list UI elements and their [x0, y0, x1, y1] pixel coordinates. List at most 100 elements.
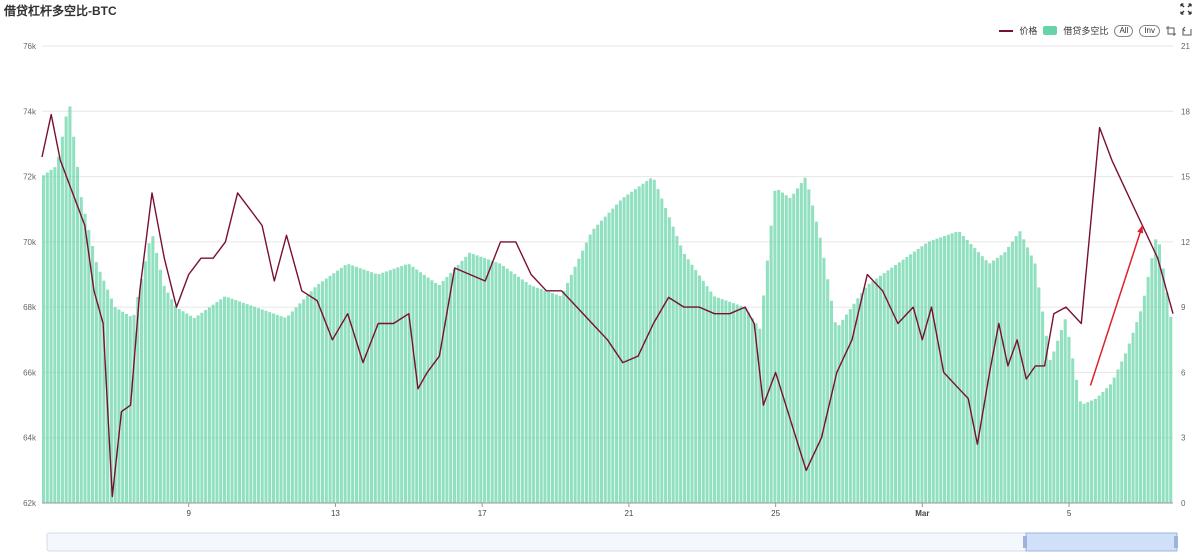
ratio-bar — [468, 252, 472, 503]
ratio-bar — [543, 290, 547, 503]
ratio-bar — [490, 260, 494, 503]
y-left-tick-label: 72k — [23, 173, 37, 182]
inverse-button[interactable]: Inv — [1139, 24, 1160, 37]
ratio-bar — [671, 226, 675, 503]
legend-price-label[interactable]: 价格 — [1019, 26, 1038, 36]
ratio-bar — [882, 273, 886, 503]
legend-ratio-swatch[interactable] — [1043, 26, 1058, 35]
y-right-tick-label: 21 — [1181, 42, 1190, 51]
arrow-shaft — [1089, 225, 1144, 386]
expand-icon[interactable] — [1180, 3, 1192, 15]
x-tick-label: 17 — [478, 509, 487, 518]
ratio-bar — [976, 252, 981, 503]
ratio-bar — [486, 259, 490, 503]
ratio-bar — [845, 314, 849, 503]
ratio-bar — [992, 260, 996, 503]
ratio-bar — [377, 274, 381, 503]
ratio-bar — [140, 279, 144, 503]
ratio-bar — [517, 276, 521, 503]
slider-track[interactable] — [46, 532, 1178, 552]
ratio-bar — [181, 311, 185, 503]
ratio-bar — [679, 245, 683, 503]
y-right-tick-label: 3 — [1181, 434, 1186, 443]
ratio-bar — [656, 189, 660, 504]
ratio-bar — [343, 265, 347, 503]
ratio-bar — [675, 236, 679, 503]
slider-window[interactable] — [1025, 532, 1178, 552]
ratio-bar — [396, 267, 400, 503]
ratio-bar — [238, 301, 242, 503]
ratio-bar — [1033, 263, 1037, 503]
ratio-bar — [652, 179, 656, 503]
ratio-bar — [1157, 244, 1161, 504]
ratio-bar — [1101, 391, 1105, 503]
ratio-bar — [94, 262, 98, 503]
ratio-bar — [566, 282, 570, 503]
ratio-bar — [931, 240, 935, 503]
ratio-bar — [554, 294, 558, 503]
zoom-area-icon[interactable] — [1166, 25, 1176, 36]
arrow-head — [1137, 225, 1144, 234]
ratio-bar — [735, 304, 739, 503]
ratio-bar — [724, 300, 728, 503]
ratio-bar — [498, 263, 502, 503]
datazoom-slider[interactable] — [46, 532, 1178, 552]
ratio-bar — [83, 213, 87, 503]
ratio-bar — [200, 312, 204, 503]
price-line — [41, 113, 1174, 498]
ratio-bar — [415, 269, 419, 503]
ratio-bar — [166, 292, 170, 503]
ratio-bar — [935, 238, 939, 503]
ratio-bar — [479, 256, 483, 503]
ratio-bar — [434, 282, 438, 503]
all-button[interactable]: All — [1114, 24, 1134, 37]
slider-handle-right[interactable] — [1174, 536, 1178, 548]
ratio-bar — [351, 265, 355, 503]
legend-ratio-label[interactable]: 借贷多空比 — [1063, 26, 1109, 36]
ratio-bar — [1146, 276, 1150, 503]
y-left-tick-label: 62k — [23, 499, 37, 508]
ratio-bar — [287, 315, 291, 503]
slider-handle-left[interactable] — [1023, 536, 1027, 548]
ratio-bar — [170, 299, 174, 503]
y-right-tick-label: 15 — [1181, 173, 1190, 182]
ratio-bar — [1135, 322, 1139, 503]
ratio-bar — [550, 293, 555, 503]
ratio-bar — [939, 237, 943, 503]
ratio-bar — [494, 262, 498, 503]
ratio-bar — [958, 232, 962, 503]
ratio-bar — [1086, 402, 1090, 503]
ratio-bar — [697, 275, 702, 503]
ratio-bar — [117, 309, 121, 503]
legend-price-swatch[interactable] — [999, 29, 1014, 32]
y-left-tick-label: 70k — [23, 238, 37, 247]
ratio-bar — [113, 307, 117, 503]
ratio-bar — [501, 265, 506, 503]
ratio-bar — [1093, 398, 1097, 503]
zoom-reset-icon[interactable] — [1182, 26, 1192, 36]
ratio-bar — [573, 266, 577, 503]
ratio-bar — [215, 302, 219, 503]
ratio-bar — [1082, 403, 1086, 503]
ratio-bar — [848, 309, 852, 503]
ratio-bar — [298, 303, 302, 503]
ratio-bar — [1139, 311, 1143, 503]
ratio-bar — [294, 307, 298, 503]
ratio-bar — [275, 314, 279, 503]
ratio-bar — [796, 188, 800, 504]
ratio-bar — [863, 287, 867, 503]
ratio-bar — [788, 197, 792, 503]
ratio-bar — [403, 264, 407, 503]
ratio-bar — [1044, 335, 1048, 503]
ratio-bar — [682, 253, 686, 503]
ratio-bar — [132, 314, 136, 503]
ratio-bar — [505, 268, 509, 503]
ratio-bar — [924, 243, 928, 503]
ratio-bar — [189, 315, 193, 503]
ratio-bar — [980, 256, 984, 503]
ratio-bar — [520, 279, 524, 503]
ratio-bar — [358, 268, 362, 503]
ratio-bar — [599, 220, 604, 503]
y-left-tick-label: 66k — [23, 368, 37, 377]
